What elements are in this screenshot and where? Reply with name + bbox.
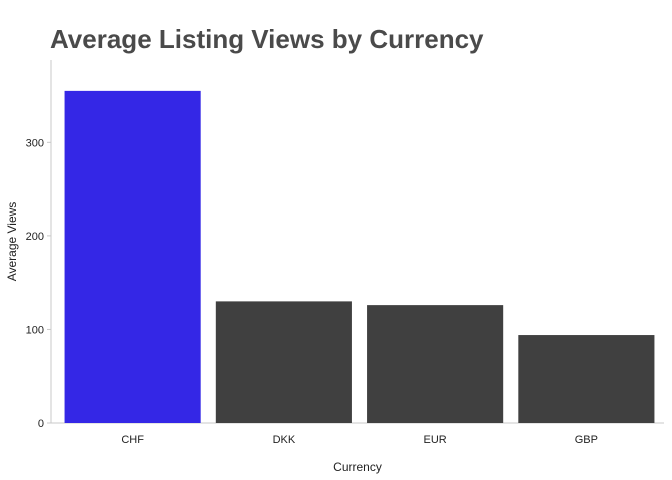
y-tick-label: 300 [26,137,44,149]
bar-dkk [215,301,352,423]
y-axis: 0 100 200 300 [26,60,52,430]
x-axis-title: Currency [333,460,382,474]
x-tick-label: CHF [121,434,144,446]
x-tick-label: DKK [273,434,296,446]
x-axis: CHF DKK EUR GBP [51,422,664,446]
y-tick-label: 0 [38,418,44,430]
bar-chf [64,90,201,423]
y-tick-label: 200 [26,231,44,243]
x-tick-label: GBP [575,434,598,446]
bar-eur [367,305,504,423]
bars [64,90,655,423]
y-tick-label: 100 [26,324,44,336]
x-tick-label: EUR [424,434,447,446]
y-axis-title: Average Views [5,202,19,282]
chart-title: Average Listing Views by Currency [50,24,484,54]
bar-gbp [518,335,655,423]
